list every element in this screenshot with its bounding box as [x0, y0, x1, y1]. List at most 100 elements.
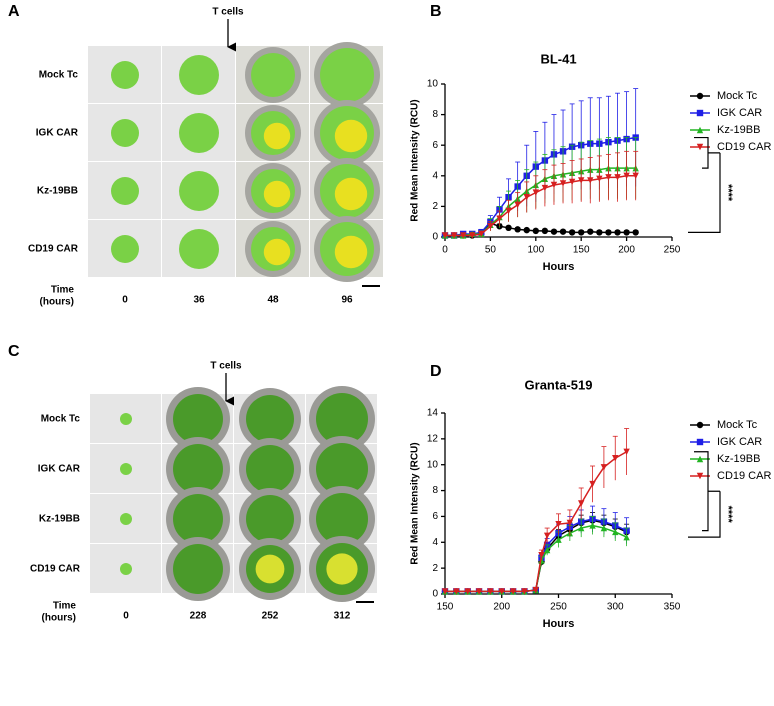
- y-tick-label: 10: [427, 79, 439, 90]
- marker: [696, 109, 704, 117]
- significance: ****: [722, 184, 734, 202]
- time-value: 0: [122, 295, 128, 306]
- marker: [509, 588, 517, 595]
- y-tick-label: 0: [432, 589, 438, 600]
- y-tick-label: 4: [432, 170, 438, 181]
- spheroid-core: [255, 554, 285, 584]
- marker: [543, 546, 551, 554]
- legend-label: CD19 CAR: [717, 470, 771, 482]
- bracket: [688, 136, 721, 234]
- marker: [514, 226, 521, 233]
- marker: [568, 229, 576, 236]
- marker: [632, 172, 639, 179]
- spheroid: [173, 394, 223, 444]
- y-tick-label: 10: [427, 459, 439, 470]
- marker: [589, 480, 596, 488]
- marker: [578, 229, 585, 236]
- spheroid-core: [334, 177, 368, 211]
- marker: [487, 588, 494, 595]
- panel-letter: C: [8, 343, 20, 360]
- series-line: [445, 175, 636, 237]
- series-line: [445, 518, 627, 593]
- time-value: 36: [193, 295, 205, 306]
- spheroid: [173, 494, 223, 544]
- spheroid: [120, 463, 132, 475]
- x-tick-label: 0: [442, 245, 448, 256]
- chart-title: BL-41: [540, 51, 576, 66]
- marker: [475, 588, 483, 595]
- marker: [614, 174, 621, 181]
- time-value: 252: [262, 611, 279, 622]
- spheroid: [173, 444, 223, 494]
- marker: [478, 230, 485, 238]
- row-label: Mock Tc: [41, 414, 81, 425]
- marker: [532, 227, 539, 235]
- marker: [589, 522, 596, 529]
- spheroid: [251, 53, 295, 97]
- spheroid: [246, 495, 294, 543]
- spheroid: [246, 445, 294, 493]
- marker: [464, 588, 471, 595]
- legend-label: Kz-19BB: [717, 453, 760, 465]
- spheroid: [179, 113, 219, 153]
- marker: [568, 178, 576, 186]
- marker: [532, 189, 539, 196]
- series: [441, 512, 630, 595]
- time-value: 96: [341, 295, 353, 306]
- spheroid: [316, 443, 368, 495]
- spheroid: [111, 61, 139, 89]
- spheroid-core: [326, 553, 358, 585]
- marker: [614, 229, 621, 236]
- spheroid: [246, 395, 294, 443]
- marker: [578, 500, 585, 507]
- spheroid-core: [334, 119, 368, 153]
- series-line: [445, 524, 627, 593]
- y-tick-label: 2: [432, 201, 438, 212]
- marker: [612, 455, 619, 462]
- spheroid: [179, 55, 219, 95]
- spheroid: [120, 563, 132, 575]
- series-line: [445, 136, 636, 237]
- marker: [600, 524, 608, 532]
- marker: [605, 229, 612, 236]
- marker: [469, 232, 476, 239]
- panel-letter: A: [8, 3, 20, 20]
- x-tick-label: 150: [573, 245, 590, 256]
- marker: [623, 448, 630, 455]
- marker: [696, 143, 704, 151]
- row-label: Kz-19BB: [39, 514, 80, 525]
- x-axis-label: Hours: [543, 261, 575, 273]
- row-label: IGK CAR: [36, 128, 79, 139]
- time-label: Time: [53, 601, 77, 612]
- legend-label: Mock Tc: [717, 419, 758, 431]
- marker: [587, 228, 594, 235]
- marker: [578, 177, 585, 184]
- marker: [496, 215, 503, 222]
- series-line: [445, 519, 627, 593]
- marker: [696, 92, 704, 100]
- x-axis-label: Hours: [543, 618, 575, 630]
- spheroid: [173, 544, 223, 594]
- marker: [541, 184, 549, 192]
- series: [441, 137, 639, 239]
- marker: [596, 229, 603, 236]
- x-tick-label: 250: [664, 245, 681, 256]
- y-axis-label: Red Mean Intensity (RCU): [410, 442, 421, 564]
- time-value: 0: [123, 611, 129, 622]
- marker: [521, 588, 528, 595]
- marker: [696, 472, 704, 480]
- marker: [441, 232, 449, 239]
- series: [441, 428, 630, 595]
- spheroid-core: [263, 122, 291, 150]
- arrow-label: T cells: [210, 361, 242, 372]
- marker: [505, 224, 512, 232]
- spheroid: [120, 513, 132, 525]
- bracket: [688, 451, 721, 538]
- marker: [538, 552, 545, 559]
- spheroid-core: [263, 180, 291, 208]
- marker: [441, 588, 449, 595]
- legend-label: IGK CAR: [717, 107, 762, 119]
- marker: [487, 223, 494, 230]
- spheroid: [111, 119, 139, 147]
